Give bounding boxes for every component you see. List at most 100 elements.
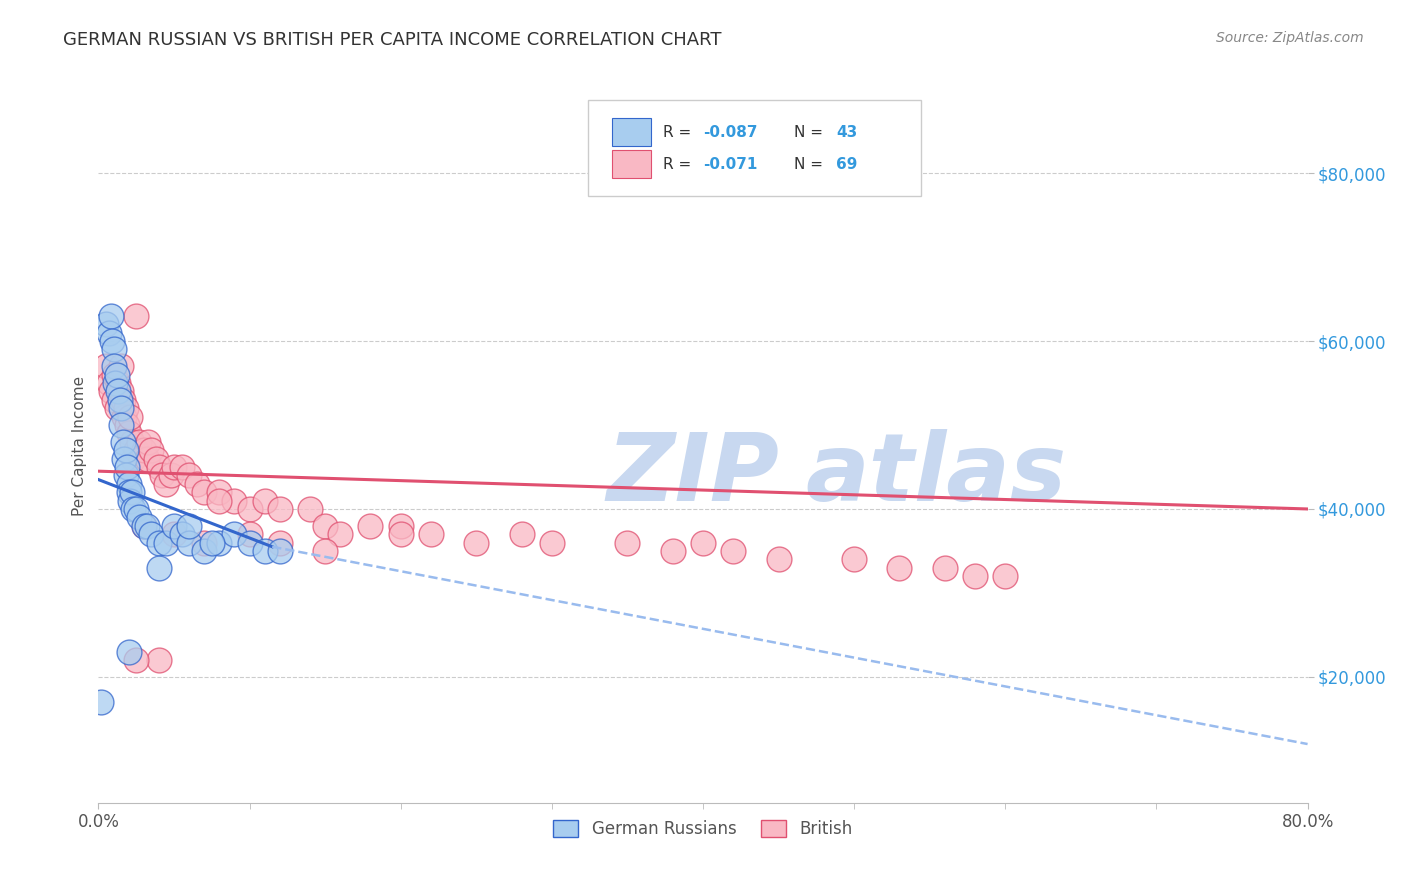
Text: Source: ZipAtlas.com: Source: ZipAtlas.com — [1216, 31, 1364, 45]
Point — [163, 460, 186, 475]
Point — [103, 392, 125, 407]
Text: -0.087: -0.087 — [703, 125, 758, 139]
Point — [163, 527, 186, 541]
Text: 43: 43 — [837, 125, 858, 139]
Point — [723, 544, 745, 558]
Point — [115, 460, 138, 475]
Point — [128, 434, 150, 449]
Legend: German Russians, British: German Russians, British — [547, 813, 859, 845]
Point — [128, 510, 150, 524]
Point — [114, 468, 136, 483]
Text: -0.071: -0.071 — [703, 157, 758, 171]
Point — [110, 401, 132, 416]
Point — [103, 343, 125, 357]
Point — [389, 527, 412, 541]
Point — [150, 468, 173, 483]
Text: N =: N = — [793, 125, 828, 139]
Point — [94, 318, 117, 332]
Point — [239, 502, 262, 516]
Point — [103, 368, 125, 382]
Point — [224, 493, 246, 508]
Point — [160, 468, 183, 483]
Point — [155, 476, 177, 491]
Point — [112, 451, 135, 466]
Point — [269, 544, 291, 558]
Point — [110, 359, 132, 374]
Point — [112, 409, 135, 424]
Point — [121, 434, 143, 449]
Point — [179, 468, 201, 483]
Point — [616, 535, 638, 549]
Point — [103, 359, 125, 374]
Point — [125, 443, 148, 458]
Point — [329, 527, 352, 541]
Point — [104, 376, 127, 390]
Point — [125, 309, 148, 323]
FancyBboxPatch shape — [588, 100, 921, 196]
Point — [136, 434, 159, 449]
Point — [148, 653, 170, 667]
Point — [208, 485, 231, 500]
Point — [129, 451, 152, 466]
Point — [125, 653, 148, 667]
Point — [98, 376, 121, 390]
Point — [193, 535, 215, 549]
Point — [510, 527, 533, 541]
Point — [239, 527, 262, 541]
Point — [844, 552, 866, 566]
Point — [170, 527, 193, 541]
Point — [692, 535, 714, 549]
Point — [110, 417, 132, 432]
Text: atlas: atlas — [806, 428, 1067, 521]
Point — [540, 535, 562, 549]
Point — [179, 518, 201, 533]
Point — [98, 326, 121, 340]
Point — [465, 535, 488, 549]
Point — [132, 518, 155, 533]
Point — [100, 309, 122, 323]
Text: ZIP: ZIP — [606, 428, 779, 521]
Point — [965, 569, 987, 583]
Point — [193, 485, 215, 500]
Point — [193, 544, 215, 558]
Point — [420, 527, 443, 541]
Point — [934, 560, 956, 574]
Point — [111, 434, 134, 449]
Point — [208, 535, 231, 549]
Point — [121, 485, 143, 500]
Point — [105, 368, 128, 382]
Point — [122, 502, 145, 516]
Point — [201, 535, 224, 549]
Point — [360, 518, 382, 533]
Point — [94, 359, 117, 374]
Point — [389, 518, 412, 533]
Text: GERMAN RUSSIAN VS BRITISH PER CAPITA INCOME CORRELATION CHART: GERMAN RUSSIAN VS BRITISH PER CAPITA INC… — [63, 31, 721, 49]
Point — [135, 518, 157, 533]
Point — [186, 476, 208, 491]
Point — [145, 451, 167, 466]
Point — [135, 451, 157, 466]
Point — [101, 334, 124, 348]
Point — [148, 535, 170, 549]
Point — [179, 535, 201, 549]
Point — [208, 493, 231, 508]
Point — [118, 485, 141, 500]
Point — [118, 645, 141, 659]
Y-axis label: Per Capita Income: Per Capita Income — [72, 376, 87, 516]
Point — [239, 535, 262, 549]
Point — [132, 443, 155, 458]
Point — [155, 535, 177, 549]
Point — [122, 451, 145, 466]
Point — [141, 527, 163, 541]
Point — [115, 417, 138, 432]
Point — [224, 527, 246, 541]
FancyBboxPatch shape — [613, 150, 651, 178]
Point — [118, 426, 141, 441]
Text: 69: 69 — [837, 157, 858, 171]
Point — [107, 376, 129, 390]
Point — [111, 392, 134, 407]
Point — [889, 560, 911, 574]
Point — [125, 502, 148, 516]
Point — [269, 502, 291, 516]
Point — [110, 384, 132, 399]
